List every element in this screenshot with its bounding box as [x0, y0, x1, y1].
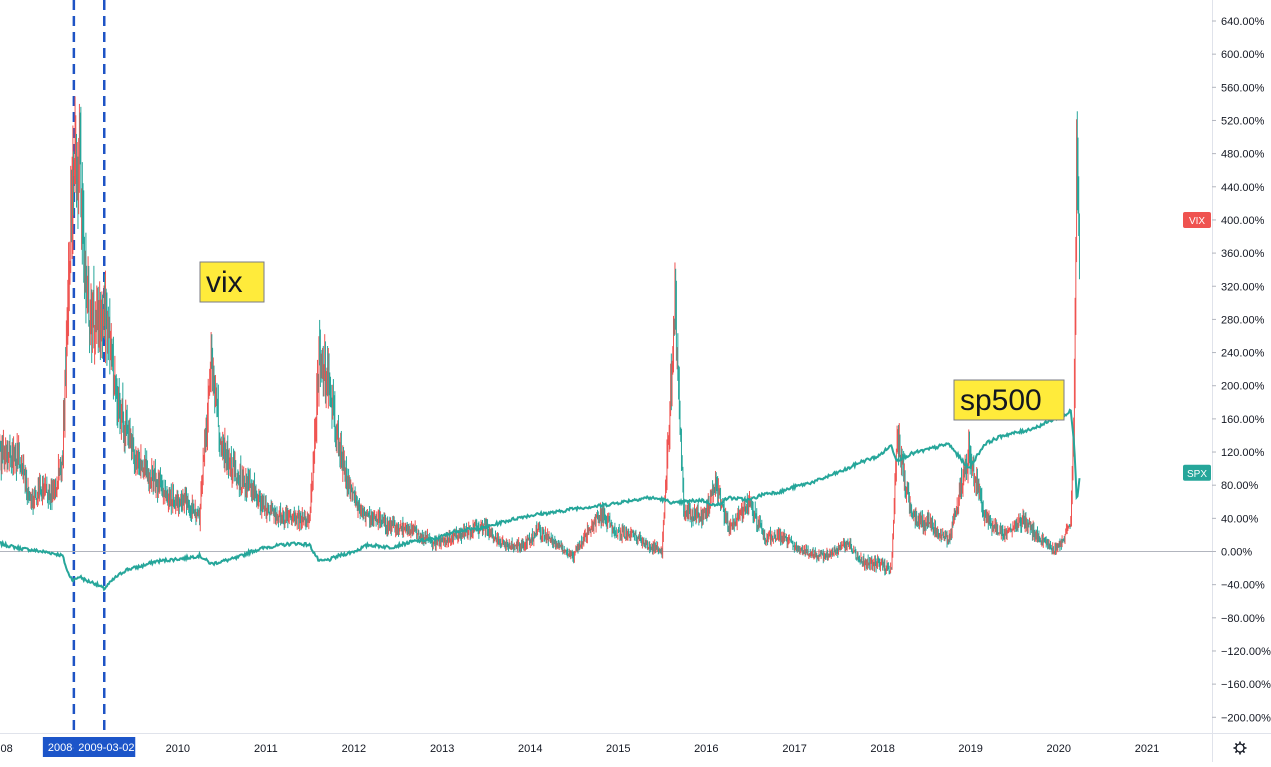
x-tick-label: 2010 — [166, 743, 190, 755]
marker-badge — [73, 737, 136, 757]
last-value-badge — [1183, 464, 1211, 481]
y-tick-label: 400.00% — [1221, 215, 1265, 227]
y-tick-label: 280.00% — [1221, 314, 1265, 326]
x-tick-label: 2015 — [606, 743, 630, 755]
last-value-badge — [1183, 211, 1211, 228]
annotation-label: vix — [206, 266, 243, 299]
x-tick-label: 008 — [0, 743, 13, 755]
y-tick-label: 200.00% — [1221, 381, 1265, 393]
y-tick-label: 560.00% — [1221, 82, 1265, 94]
y-tick-label: 160.00% — [1221, 414, 1265, 426]
y-tick-label: 520.00% — [1221, 115, 1265, 127]
y-axis-ticks: 640.00% 600.00% 560.00% 520.00% 480.00% 440.0… — [1212, 16, 1271, 724]
x-tick-label: 2021 — [1135, 743, 1159, 755]
spx-line — [0, 408, 1081, 592]
x-tick-label: 2020 — [1046, 743, 1070, 755]
x-tick-label: 2014 — [518, 743, 542, 755]
y-tick-label: 440.00% — [1221, 182, 1265, 194]
y-tick-label: 120.00% — [1221, 447, 1265, 459]
y-tick-label: 320.00% — [1221, 281, 1265, 293]
y-tick-label: 480.00% — [1221, 149, 1265, 161]
annotation-box[interactable] — [199, 261, 265, 303]
marker-badge-label: 2009-03-02 — [78, 742, 134, 754]
y-tick-label: −120.00% — [1221, 646, 1271, 658]
annotation-label: sp500 — [960, 384, 1042, 417]
y-tick-label: −160.00% — [1221, 679, 1271, 691]
y-tick-label: −200.00% — [1221, 712, 1271, 724]
x-tick-label: 2017 — [782, 743, 806, 755]
y-tick-label: 0.00% — [1221, 547, 1252, 559]
y-tick-label: 80.00% — [1221, 480, 1259, 492]
last-value-badge-label: VIX — [1189, 216, 1205, 227]
x-axis-ticks: 008 2010 2011 2012 2013 2014 2015 2016 2017 2018 2… — [0, 743, 1159, 755]
x-tick-label: 2011 — [254, 743, 278, 755]
x-tick-label: 2016 — [694, 743, 718, 755]
annotation-box[interactable] — [953, 379, 1065, 421]
y-tick-label: 40.00% — [1221, 513, 1259, 525]
y-tick-label: 600.00% — [1221, 49, 1265, 61]
gear-icon[interactable] — [1233, 741, 1247, 755]
y-tick-label: −40.00% — [1221, 580, 1265, 592]
annotations: vix sp500 — [199, 261, 1065, 421]
x-tick-label: 2018 — [870, 743, 894, 755]
marker-badge — [42, 737, 81, 757]
last-value-badge-label: SPX — [1187, 469, 1207, 480]
y-tick-label: 240.00% — [1221, 348, 1265, 360]
last-value-badges: VIX SPX — [1183, 211, 1211, 481]
spx-series — [0, 408, 1081, 592]
y-tick-label: 640.00% — [1221, 16, 1265, 28]
x-tick-label: 2012 — [342, 743, 366, 755]
vix-series — [0, 96, 1080, 576]
y-tick-label: −80.00% — [1221, 613, 1265, 625]
x-tick-label: 2019 — [958, 743, 982, 755]
y-tick-label: 360.00% — [1221, 248, 1265, 260]
x-tick-label: 2013 — [430, 743, 454, 755]
